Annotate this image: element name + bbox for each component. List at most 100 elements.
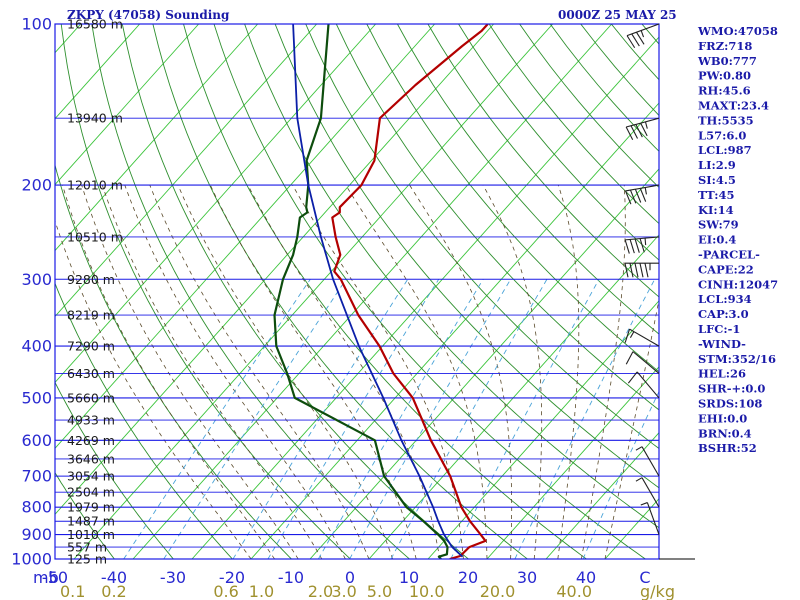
pressure-tick-label: 600 — [21, 431, 52, 450]
height-label: 2504 m — [67, 485, 115, 500]
diagram-grid — [0, 24, 659, 559]
temperature-tick-label: 10 — [399, 568, 419, 587]
parcel-trace — [292, 24, 464, 558]
height-label: 10510 m — [67, 229, 123, 244]
mixing-ratio-tick-label: 10.0 — [409, 582, 445, 600]
wind-barb-staff — [625, 236, 660, 241]
height-label: 12010 m — [67, 178, 123, 193]
sounding-index-line: LCL:934 — [698, 292, 752, 306]
pressure-unit-label: mb — [33, 568, 59, 587]
height-label: 16580 m — [67, 17, 123, 32]
height-label: 1010 m — [67, 527, 115, 542]
isotherm-line — [132, 24, 613, 559]
wind-barb-half-flag — [644, 238, 647, 246]
sounding-index-line: CAPE:22 — [698, 262, 754, 276]
sounding-index-line: HEL:26 — [698, 367, 746, 381]
sounding-index-line: PW:0.80 — [698, 69, 751, 83]
pressure-tick-label: 400 — [21, 337, 52, 356]
height-labels: 16580 m 13940 m 12010 m 10510 m 9280 m 8219 m… — [67, 17, 123, 567]
sounding-index-line: RH:45.6 — [698, 84, 751, 98]
wind-barb-half-flag — [635, 446, 643, 451]
sounding-index-line: -PARCEL- — [698, 248, 760, 262]
wind-barb — [635, 477, 660, 508]
sounding-index-line: SHR-+:0.0 — [698, 382, 765, 396]
sounding-index-line: WB0:777 — [697, 54, 757, 68]
mixing-ratio-tick-label: 3.0 — [331, 582, 356, 600]
height-label: 125 m — [67, 552, 107, 567]
isotherm-line — [0, 24, 22, 559]
temperature-tick-label: -40 — [101, 568, 127, 587]
wind-barb-flag — [635, 31, 645, 45]
isotherm-line — [55, 24, 141, 120]
height-label: 3054 m — [67, 469, 115, 484]
wind-barb-flag — [639, 238, 645, 253]
wind-barb-staff — [626, 23, 660, 37]
moist-adiabat-line — [177, 184, 393, 559]
sounding-index-line: BSHR:52 — [698, 441, 757, 455]
height-label: 7290 m — [67, 339, 115, 354]
pressure-tick-label: 100 — [21, 15, 52, 34]
sounding-index-line: BRN:0.4 — [698, 426, 752, 440]
wind-barb-flag — [634, 263, 639, 278]
height-label: 4933 m — [67, 413, 115, 428]
wind-barb-staff — [641, 446, 660, 477]
dry-adiabat-line — [274, 24, 659, 489]
mixing-ratio-line — [318, 279, 484, 559]
moist-adiabat-line — [409, 184, 513, 559]
wind-barb — [625, 117, 660, 141]
height-label: 13940 m — [67, 111, 123, 126]
wind-barb — [624, 262, 659, 278]
wind-barb — [624, 328, 660, 347]
isotherm-line — [55, 24, 436, 450]
sounding-index-line: CINH:12047 — [698, 277, 778, 291]
moist-adiabat-line — [557, 184, 580, 559]
wind-barb-half-flag — [640, 30, 645, 38]
wind-barb-half-flag — [629, 331, 635, 338]
temperature-tick-label: 20 — [458, 568, 478, 587]
wind-barb-flag — [639, 263, 644, 278]
temperature-tick-label: C — [639, 568, 650, 587]
height-label: 1487 m — [67, 514, 115, 529]
isotherm-line — [545, 432, 659, 559]
mixing-ratio-line — [349, 279, 511, 559]
wind-barb-staff — [646, 502, 660, 535]
sounding-index-line: FRZ:718 — [698, 39, 752, 53]
sounding-index-line: L57:6.0 — [698, 128, 746, 142]
mixing-ratio-line — [232, 279, 409, 559]
wind-barb — [640, 502, 660, 535]
isotherm-line — [55, 24, 318, 318]
pressure-tick-label: 1000 — [11, 550, 52, 569]
temperature-tick-label: -50 — [42, 568, 68, 587]
station-title: ZKPY (47058) Sounding — [67, 8, 230, 22]
height-label: 3646 m — [67, 451, 115, 466]
sounding-index-line: SI:4.5 — [698, 173, 736, 187]
sounding-index-line: -WIND- — [698, 337, 746, 351]
wind-barb-flag — [625, 190, 632, 205]
moist-adiabat-line — [247, 184, 441, 559]
mixing-ratio-unit-label: g/kg — [640, 582, 675, 600]
dry-adiabat-line — [121, 24, 469, 559]
temperature-tick-label: -20 — [219, 568, 245, 587]
time-title: 0000Z 25 MAY 25 — [558, 8, 677, 22]
height-label: 9280 m — [67, 272, 115, 287]
wind-barb-staff — [625, 184, 660, 192]
sounding-index-line: TH:5535 — [698, 113, 754, 127]
isotherm-line — [309, 168, 659, 559]
moist-adiabat-line — [345, 184, 488, 559]
mixing-ratio-tick-label: 40.0 — [556, 582, 592, 600]
pressure-tick-label: 300 — [21, 270, 52, 289]
isotherm-line — [55, 24, 259, 252]
wind-barb — [626, 23, 660, 49]
wind-barb-staff — [632, 351, 660, 374]
wind-barb — [624, 236, 660, 254]
wind-barb-staff — [636, 371, 660, 399]
sounding-index-line: KI:14 — [698, 203, 734, 217]
wind-barb-flag — [644, 263, 649, 278]
plot-border — [54, 23, 660, 560]
wind-barb-half-flag — [635, 477, 643, 482]
mixing-ratio-line — [267, 279, 440, 559]
sounding-index-line: LCL:987 — [698, 143, 752, 157]
pressure-tick-label: 500 — [21, 388, 52, 407]
wind-barb-flag — [639, 188, 647, 202]
wind-barb-half-flag — [644, 121, 648, 129]
